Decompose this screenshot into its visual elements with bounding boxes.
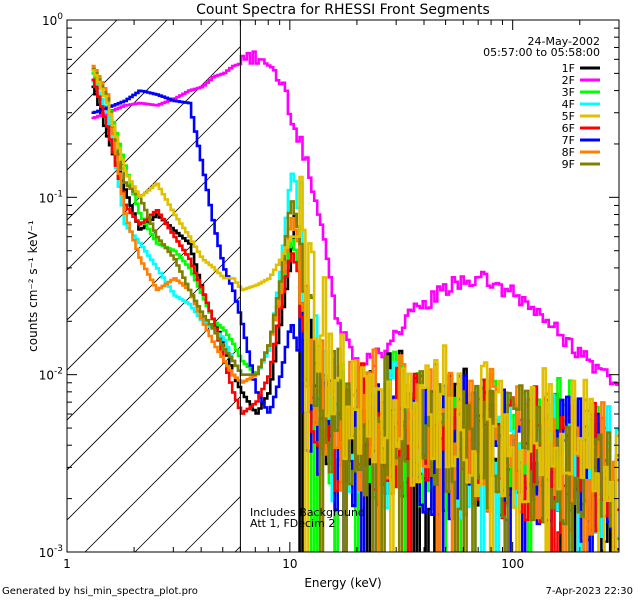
legend-label: 2F (562, 74, 575, 87)
hatch-line (67, 296, 241, 471)
hatch-line (67, 196, 241, 371)
x-axis-label: Energy (keV) (304, 576, 381, 590)
hatch-line (67, 20, 218, 171)
hatch-line (67, 96, 241, 271)
series-5F-line (91, 69, 619, 552)
legend-label: 5F (562, 110, 575, 123)
series-2F-line (91, 50, 619, 386)
legend-label: 4F (562, 98, 575, 111)
footer-generated-by: Generated by hsi_min_spectra_plot.pro (2, 586, 198, 597)
plot-frame (66, 19, 620, 553)
series-layer (91, 50, 619, 552)
chart-title: Count Spectra for RHESSI Front Segments (196, 2, 490, 18)
x-tick-label: 100 (501, 557, 524, 571)
legend-label: 7F (562, 134, 575, 147)
legend-label: 3F (562, 86, 575, 99)
x-axis: 1 10 100 (63, 20, 620, 571)
annotation-attenuator: Att 1, FDecim 2 (250, 517, 335, 530)
y-tick-label: 10-3 (39, 544, 63, 560)
footer-timestamp: 7-Apr-2023 22:30 (546, 586, 633, 597)
hatch-line (67, 146, 241, 321)
y-axis: 10-3 10-2 10-1 100 (39, 12, 619, 560)
y-axis-label: counts cm⁻² s⁻¹ keV⁻¹ (26, 220, 40, 352)
hatch-line (67, 20, 168, 121)
y-tick-label: 10-2 (39, 367, 63, 383)
hatch-line (134, 446, 241, 552)
hatch-line (67, 346, 241, 521)
legend-label: 1F (562, 62, 575, 75)
time-range-label: 05:57:00 to 05:58:00 (483, 46, 600, 59)
y-tick-label: 10-1 (39, 189, 63, 205)
hatch-line (84, 396, 241, 552)
date-label: 24-May-2002 (528, 35, 600, 48)
annotation-background: Includes Background (250, 506, 365, 519)
y-tick-label: 100 (42, 12, 63, 28)
legend-label: 6F (562, 122, 575, 135)
x-tick-label: 10 (282, 557, 297, 571)
x-tick-label: 1 (63, 557, 71, 571)
legend-label: 8F (562, 146, 575, 159)
legend-label: 9F (562, 158, 575, 171)
hatch-line (67, 46, 241, 221)
